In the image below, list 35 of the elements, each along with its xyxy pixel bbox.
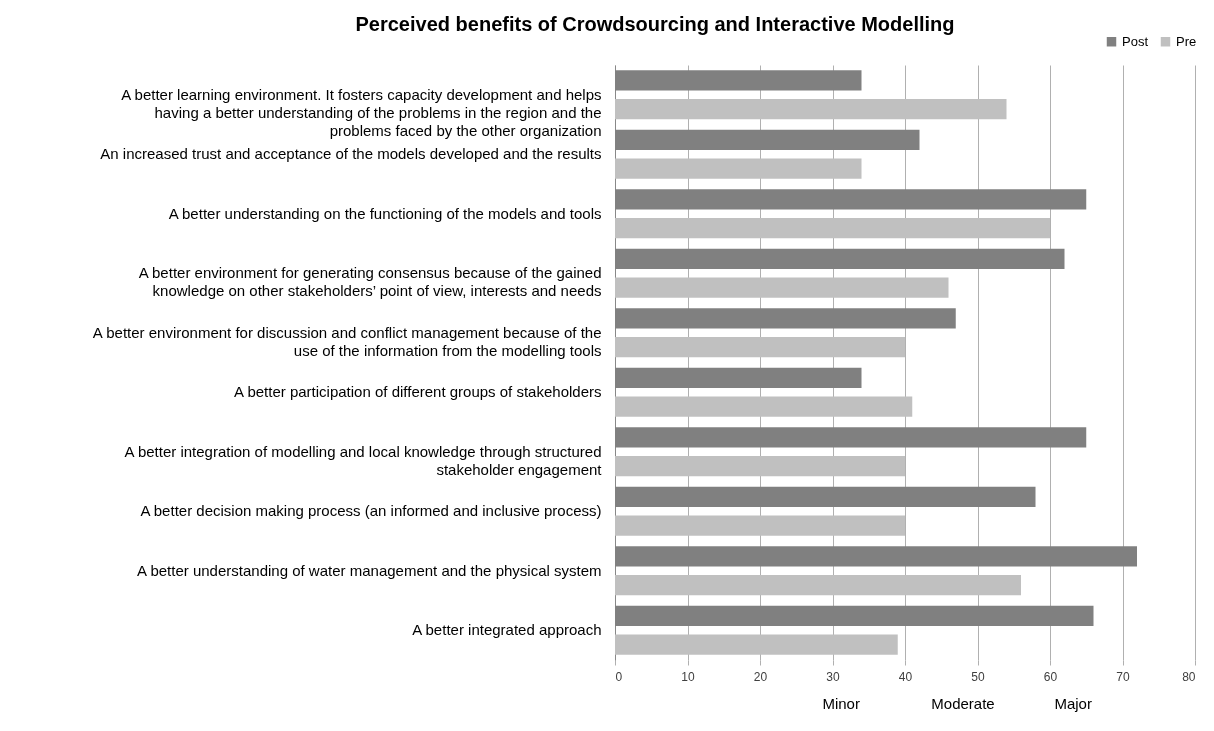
x-tick-label: 20 [753,669,768,684]
bar [615,277,949,298]
x-tick-label: 30 [826,669,840,684]
x-tick-label: 40 [898,669,913,684]
x-tick-label: 0 [615,669,623,684]
y-tick-label: A better integrated approach [412,621,602,639]
y-tick-label: A better environment for generating consensus because of the gained knowledge on other stakeholders’ point of view, interests and needs [138,264,602,300]
text: Moderate [931,695,995,712]
y-tick-label: A better decision making process (an informed and inclusive process) [140,502,602,520]
bar [615,575,1021,596]
bar [615,158,862,179]
y-tick-label: An increased trust and acceptance of the models developed and the results [100,145,602,163]
y-tick-label: A better participation of different groups of stakeholders [234,383,602,401]
y-tick-label: A better environment for discussion and conflict management because of the use of the information from the modelling tools [92,323,602,359]
text: Minor [822,695,860,712]
bar [615,218,1050,239]
x-tick-label: 70 [1116,669,1130,684]
bar [615,456,905,477]
bar [615,515,905,536]
x-tick-label: 60 [1043,669,1058,684]
x-tick-label: 50 [971,669,985,684]
chart-title: Perceived benefits of Crowdsourcing and Interactive Modelling [355,13,955,35]
x-tick-label: 80 [1182,669,1196,684]
bar [615,99,1007,120]
legend-label: Post [1122,33,1149,49]
y-tick-label: A better integration of modelling and local knowledge through structured stakeholder engagement [124,442,603,478]
y-tick-label: A better understanding on the functioning of the models and tools [168,204,602,222]
y-tick-label: A better learning environment. It fosters capacity development and helps having a better understanding of the problems in the region and the problems faced by the other organization [121,85,602,139]
text: Major [1054,695,1092,712]
bar [615,337,905,358]
bar [615,634,898,655]
bar [615,396,913,417]
y-tick-label: A better understanding of water management and the physical system [137,561,602,579]
legend-label: Pre [1176,33,1197,49]
x-tick-label: 10 [681,669,695,684]
